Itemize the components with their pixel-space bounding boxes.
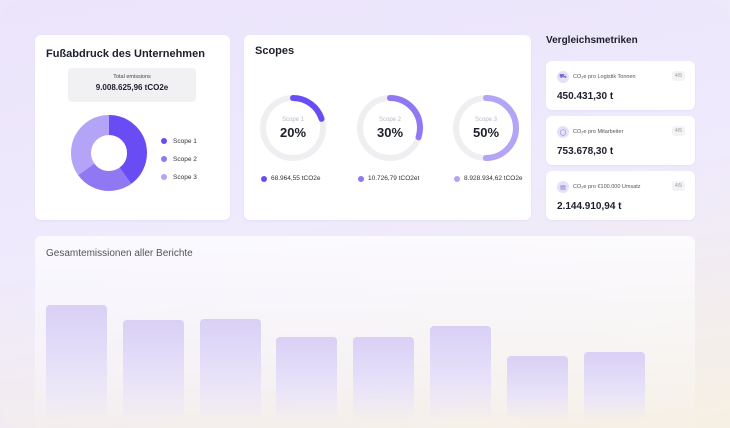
gauge-scope-label: Scope 3 — [474, 117, 498, 123]
legend-dot — [161, 138, 167, 144]
emissions-card: Gesamtemissionen aller Berichte — [35, 236, 695, 428]
truck-icon: ⛟ — [557, 71, 569, 83]
emission-bar-8[interactable] — [583, 351, 645, 421]
metric-badge: 4/5 — [672, 126, 685, 136]
total-emissions-label: Total emissions — [113, 74, 151, 80]
metric-label: CO₂e pro Logistik Tonnen — [573, 74, 636, 80]
metric-card-2[interactable]: ◯ CO₂e pro Mitarbeiter 4/5 753.678,30 t — [546, 116, 695, 165]
total-emissions-value: 9.008.625,96 tCO2e — [95, 83, 169, 92]
scope-dot — [261, 175, 267, 182]
legend-label: Scope 2 — [173, 155, 197, 163]
metric-card-1[interactable]: ⛟ CO₂e pro Logistik Tonnen 4/5 450.431,30 t — [546, 61, 695, 110]
emission-bar-5[interactable] — [353, 336, 415, 421]
scope-value-2: 10.726,79 tCO2et — [358, 175, 419, 182]
scopes-card: Scopes Scope 1 20% 68.964,55 tCO2e Scope 2 3… — [244, 35, 531, 220]
gauge-percent: 20% — [279, 125, 307, 140]
donut-slice-scope-2[interactable] — [71, 115, 147, 191]
legend-label: Scope 1 — [173, 137, 197, 145]
metric-badge: 4/5 — [672, 181, 685, 191]
legend-item-scope-2: Scope 2 — [161, 150, 197, 168]
gauge-scope-label: Scope 2 — [378, 117, 402, 123]
metric-badge: 4/5 — [672, 71, 685, 81]
emissions-bar-chart — [46, 271, 686, 421]
total-emissions-box: Total emissions 9.008.625,96 tCO2e — [68, 68, 196, 102]
footprint-legend: Scope 1 Scope 2 Scope 3 — [161, 132, 197, 186]
gauge-percent: 50% — [472, 125, 500, 140]
emission-bar-6[interactable] — [430, 326, 491, 421]
scope-donut-chart[interactable] — [71, 115, 147, 191]
legend-label: Scope 3 — [173, 173, 197, 181]
scope-dot — [358, 175, 364, 182]
emission-bar-4[interactable] — [276, 336, 338, 421]
gauge-progress — [357, 95, 423, 161]
legend-dot — [161, 156, 167, 162]
metric-value: 450.431,30 t — [557, 91, 614, 102]
scope-gauge-1[interactable]: Scope 1 20% — [258, 93, 328, 163]
emission-bar-2[interactable] — [122, 320, 184, 421]
metric-value: 753.678,30 t — [557, 146, 614, 157]
footprint-card: Fußabdruck des Unternehmen Total emissio… — [35, 35, 230, 220]
gauge-ring — [357, 95, 423, 161]
donut-slice-scope-3[interactable] — [71, 115, 147, 191]
receipt-icon: ▤ — [557, 181, 569, 193]
person-icon: ◯ — [557, 126, 569, 138]
footprint-title: Fußabdruck des Unternehmen — [46, 48, 205, 60]
legend-item-scope-3: Scope 3 — [161, 168, 197, 186]
gauge-ring — [260, 95, 326, 161]
metric-card-3[interactable]: ▤ CO₂e pro €100.000 Umsatz 4/5 2.144.910,94… — [546, 171, 695, 220]
gauge-scope-label: Scope 1 — [281, 117, 305, 123]
comparison-title: Vergleichsmetriken — [546, 35, 638, 46]
scope-dot — [454, 175, 460, 182]
scope-gauge-3[interactable]: Scope 3 50% — [451, 93, 521, 163]
emission-bar-1[interactable] — [46, 305, 107, 421]
metric-value: 2.144.910,94 t — [557, 201, 622, 212]
metric-label: CO₂e pro Mitarbeiter — [573, 129, 624, 135]
scope-value-1: 68.964,55 tCO2e — [261, 175, 321, 182]
gauge-percent: 30% — [376, 125, 404, 140]
scope-gauge-2[interactable]: Scope 2 30% — [355, 93, 425, 163]
emission-bar-7[interactable] — [506, 356, 568, 421]
scope-value-text: 8.928.934,62 tCO2e — [464, 175, 523, 182]
scope-value-3: 8.928.934,62 tCO2e — [454, 175, 523, 182]
emissions-title: Gesamtemissionen aller Berichte — [46, 248, 193, 259]
gauge-ring — [453, 95, 519, 161]
scopes-title: Scopes — [255, 45, 295, 57]
scope-value-text: 68.964,55 tCO2e — [271, 175, 321, 182]
metric-label: CO₂e pro €100.000 Umsatz — [573, 184, 641, 190]
scope-value-text: 10.726,79 tCO2et — [368, 175, 420, 182]
legend-item-scope-1: Scope 1 — [161, 132, 197, 150]
emission-bar-3[interactable] — [199, 318, 261, 421]
gauge-progress — [260, 95, 326, 161]
legend-dot — [161, 174, 167, 180]
gauge-progress — [453, 95, 519, 161]
